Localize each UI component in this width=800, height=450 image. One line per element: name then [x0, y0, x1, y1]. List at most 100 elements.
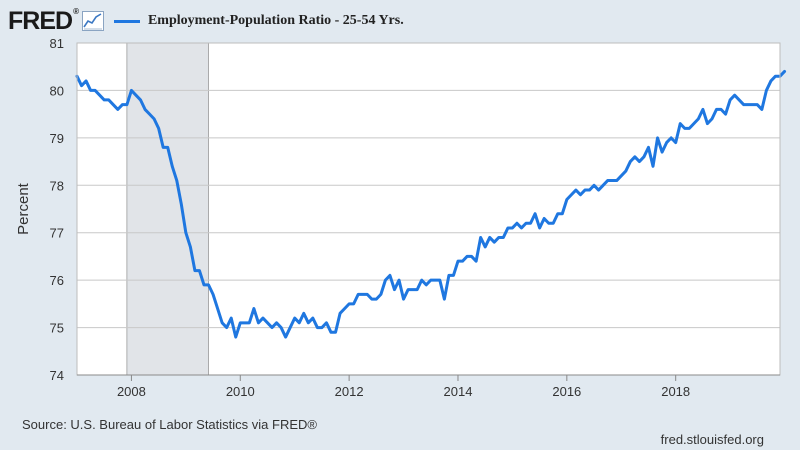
- data-point: [108, 99, 110, 101]
- data-point: [384, 279, 386, 281]
- data-point: [271, 326, 273, 328]
- data-point: [294, 317, 296, 319]
- y-tick-label: 80: [50, 83, 64, 98]
- data-point: [117, 108, 119, 110]
- data-point: [244, 322, 246, 324]
- x-tick-label: 2008: [117, 384, 146, 399]
- data-point: [185, 232, 187, 234]
- data-point: [85, 80, 87, 82]
- x-tick-label: 2018: [661, 384, 690, 399]
- data-point: [520, 227, 522, 229]
- data-point: [738, 99, 740, 101]
- data-point: [711, 118, 713, 120]
- data-point: [783, 70, 785, 72]
- data-point: [661, 151, 663, 153]
- data-point: [479, 236, 481, 238]
- line-chart-icon[interactable]: [81, 11, 104, 31]
- fred-logo-text: FRED: [8, 6, 73, 35]
- data-point: [198, 269, 200, 271]
- data-point: [316, 326, 318, 328]
- data-point: [216, 307, 218, 309]
- y-tick-label: 78: [50, 178, 64, 193]
- data-point: [706, 122, 708, 124]
- data-point: [180, 203, 182, 205]
- data-point: [715, 108, 717, 110]
- data-point: [298, 322, 300, 324]
- legend-swatch: [113, 19, 140, 23]
- data-point: [148, 113, 150, 115]
- data-point: [189, 246, 191, 248]
- data-point: [176, 179, 178, 181]
- data-point: [643, 156, 645, 158]
- data-point: [634, 156, 636, 158]
- data-point: [489, 236, 491, 238]
- data-point: [570, 194, 572, 196]
- data-point: [743, 103, 745, 105]
- data-point: [325, 322, 327, 324]
- data-point: [561, 213, 563, 215]
- data-point: [239, 322, 241, 324]
- data-point: [538, 227, 540, 229]
- data-point: [606, 179, 608, 181]
- data-point: [529, 222, 531, 224]
- data-point: [144, 108, 146, 110]
- data-point: [307, 322, 309, 324]
- data-point: [720, 108, 722, 110]
- data-point: [684, 127, 686, 129]
- data-point: [366, 293, 368, 295]
- data-point: [98, 94, 100, 96]
- data-point: [702, 108, 704, 110]
- data-point: [747, 103, 749, 105]
- data-point: [235, 336, 237, 338]
- data-point: [674, 141, 676, 143]
- data-point: [466, 255, 468, 257]
- data-point: [575, 189, 577, 191]
- recession-band: [126, 43, 209, 375]
- data-point: [407, 288, 409, 290]
- data-point: [284, 336, 286, 338]
- data-point: [348, 303, 350, 305]
- data-point: [411, 288, 413, 290]
- data-point: [516, 222, 518, 224]
- y-tick-label: 74: [50, 368, 64, 383]
- data-point: [452, 274, 454, 276]
- data-point: [257, 322, 259, 324]
- data-point: [566, 198, 568, 200]
- data-point: [157, 127, 159, 129]
- data-point: [343, 307, 345, 309]
- data-point: [330, 331, 332, 333]
- data-point: [525, 222, 527, 224]
- data-point: [230, 317, 232, 319]
- data-point: [629, 160, 631, 162]
- y-tick-label: 77: [50, 226, 64, 241]
- data-point: [80, 84, 82, 86]
- data-point: [357, 293, 359, 295]
- fred-logo-mark: ®: [73, 6, 79, 16]
- data-point: [225, 326, 227, 328]
- data-point: [733, 94, 735, 96]
- fred-logo[interactable]: FRED®: [8, 6, 79, 36]
- data-point: [312, 317, 314, 319]
- site-url[interactable]: fred.stlouisfed.org: [660, 432, 764, 447]
- data-point: [425, 284, 427, 286]
- y-tick-label: 81: [50, 36, 64, 51]
- data-point: [625, 170, 627, 172]
- data-point: [375, 298, 377, 300]
- y-tick-label: 75: [50, 321, 64, 336]
- data-point: [511, 227, 513, 229]
- data-point: [275, 322, 277, 324]
- data-point: [493, 241, 495, 243]
- y-tick-label: 79: [50, 131, 64, 146]
- data-point: [339, 312, 341, 314]
- data-point: [697, 118, 699, 120]
- data-point: [94, 89, 96, 91]
- data-point: [167, 146, 169, 148]
- data-point: [393, 288, 395, 290]
- data-point: [693, 122, 695, 124]
- data-point: [153, 118, 155, 120]
- data-point: [112, 103, 114, 105]
- data-point: [221, 322, 223, 324]
- data-point: [761, 108, 763, 110]
- data-point: [547, 222, 549, 224]
